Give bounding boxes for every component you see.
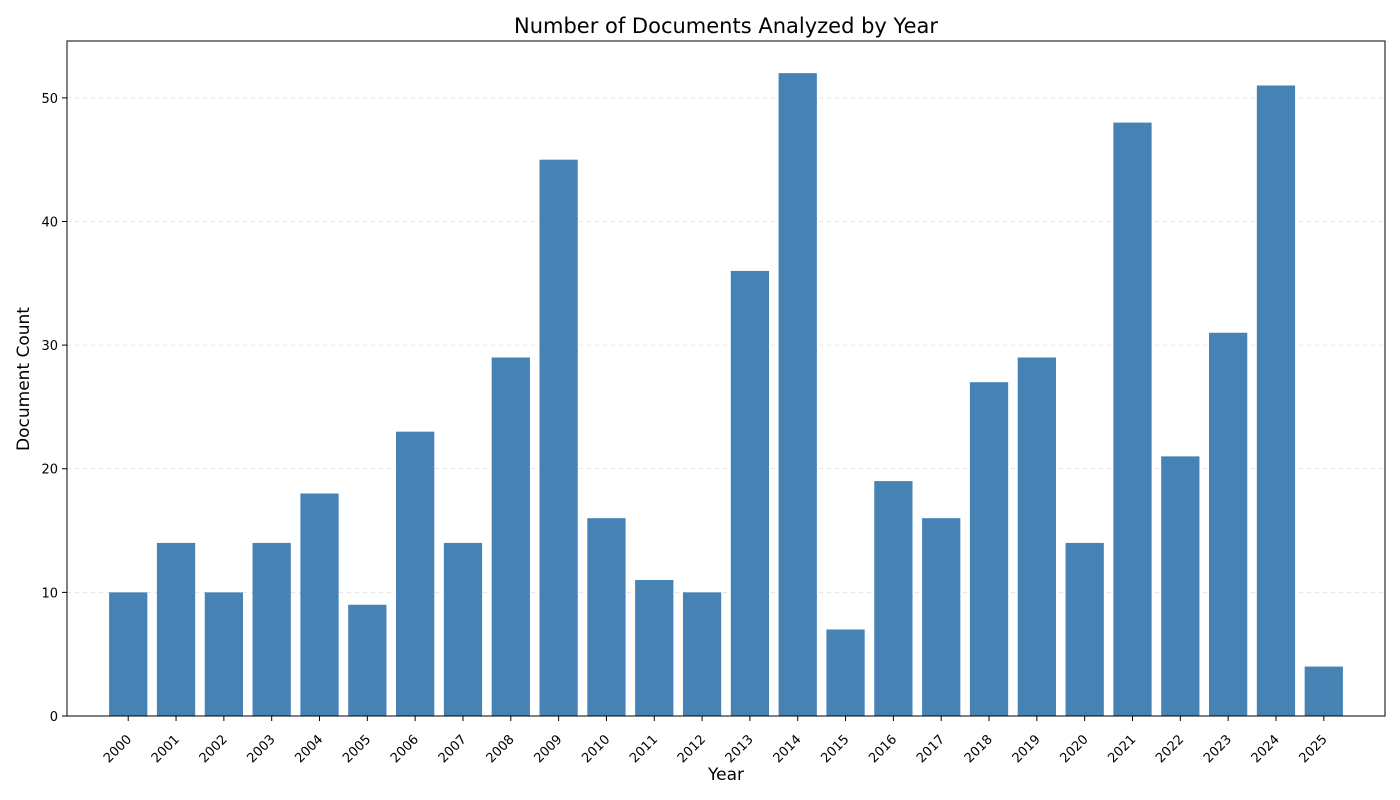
y-tick-label: 30 [41,339,58,354]
bar-2021 [1113,122,1152,717]
x-tick-label: 2020 [1057,732,1091,766]
bar-2017 [922,518,961,716]
bar-2011 [635,580,674,716]
bar-2024 [1256,85,1296,716]
x-tick-label: 2004 [292,732,326,766]
y-tick-label: 20 [41,463,58,478]
x-tick-label: 2006 [388,732,422,766]
x-tick-label: 2008 [484,732,518,766]
x-tick-label: 2018 [962,732,996,766]
x-tick-label: 2021 [1105,732,1139,766]
bar-2001 [156,542,196,716]
bar-2012 [682,592,722,716]
bar-2023 [1209,332,1248,716]
x-axis: 2000 2001 2002 2003 2004 2005 2006 2007 2008 2009… [101,716,1331,766]
bar-2020 [1065,542,1104,716]
bar-2016 [874,481,913,716]
plot-frame [66,40,1386,717]
bar-2000 [109,592,148,716]
x-tick-label: 2012 [675,732,709,766]
x-tick-label: 2016 [866,732,900,766]
y-tick-label: 10 [41,586,58,601]
x-tick-label: 2019 [1010,732,1044,766]
bar-2004 [300,493,339,716]
x-tick-label: 2007 [436,732,470,766]
x-tick-label: 2000 [101,732,135,766]
y-tick-label: 0 [50,710,58,725]
bar-2005 [348,604,387,716]
bar-2022 [1161,456,1200,716]
bars-layer [109,73,1343,717]
x-tick-label: 2013 [723,732,757,766]
x-tick-label: 2002 [197,732,231,766]
bar-2007 [443,542,483,716]
x-tick-label: 2011 [627,732,661,766]
x-tick-label: 2010 [579,732,613,766]
bar-2019 [1017,357,1056,716]
x-tick-label: 2025 [1297,732,1331,766]
bar-2015 [826,629,865,716]
bar-2006 [396,431,435,716]
bar-2003 [252,542,291,716]
bar-2002 [204,592,243,716]
x-tick-label: 2022 [1153,732,1187,766]
x-tick-label: 2024 [1249,732,1283,766]
x-tick-label: 2014 [771,732,805,766]
y-axis: 0 10 20 30 40 50 [41,92,67,725]
x-tick-label: 2003 [245,732,279,766]
bar-2014 [778,73,817,716]
x-tick-label: 2009 [531,732,565,766]
bar-2013 [730,270,770,716]
chart-title: Number of Documents Analyzed by Year [514,14,938,38]
x-axis-label: Year [707,765,744,785]
bar-2010 [587,518,626,716]
x-tick-label: 2015 [818,732,852,766]
y-tick-label: 40 [41,215,58,230]
bar-2009 [539,159,578,716]
x-tick-label: 2001 [149,732,183,766]
x-tick-label: 2023 [1201,732,1235,766]
x-tick-label: 2017 [914,732,948,766]
bar-2008 [491,357,530,716]
y-tick-label: 50 [41,92,58,107]
bar-2025 [1304,666,1343,716]
bar-2018 [969,382,1009,716]
y-axis-label: Document Count [14,307,34,451]
x-tick-label: 2005 [340,732,374,766]
